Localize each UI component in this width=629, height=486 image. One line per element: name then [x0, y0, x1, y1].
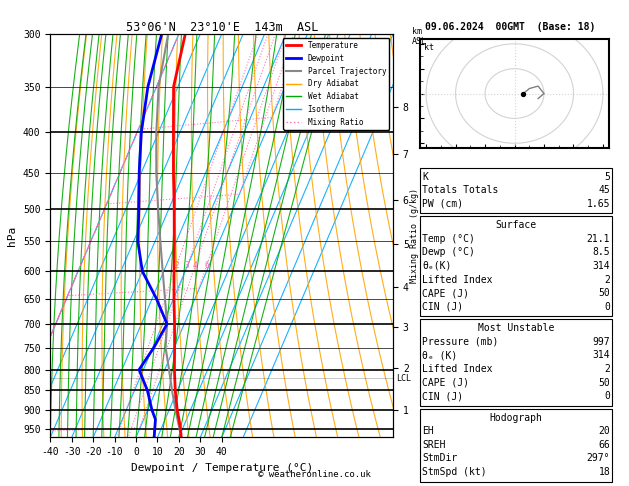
Text: 50: 50	[598, 288, 610, 298]
Text: 4: 4	[193, 261, 198, 270]
Text: 09.06.2024  00GMT  (Base: 18): 09.06.2024 00GMT (Base: 18)	[425, 22, 595, 32]
Text: Hodograph: Hodograph	[489, 413, 543, 423]
X-axis label: Dewpoint / Temperature (°C): Dewpoint / Temperature (°C)	[131, 463, 313, 473]
Text: K: K	[422, 172, 428, 182]
Text: CAPE (J): CAPE (J)	[422, 378, 469, 388]
Text: Lifted Index: Lifted Index	[422, 275, 493, 285]
Text: 2: 2	[174, 261, 179, 270]
Text: LCL: LCL	[396, 374, 411, 382]
Text: 45: 45	[598, 185, 610, 195]
Text: 5: 5	[604, 172, 610, 182]
Text: 314: 314	[593, 350, 610, 361]
Text: CAPE (J): CAPE (J)	[422, 288, 469, 298]
Text: 3: 3	[185, 261, 189, 270]
Text: θₑ (K): θₑ (K)	[422, 350, 457, 361]
Text: StmSpd (kt): StmSpd (kt)	[422, 467, 487, 477]
Text: Pressure (mb): Pressure (mb)	[422, 337, 498, 347]
Text: 21.1: 21.1	[587, 234, 610, 244]
Text: StmDir: StmDir	[422, 453, 457, 464]
Point	[518, 89, 528, 97]
Text: km
ASL: km ASL	[412, 27, 427, 46]
Text: 2: 2	[604, 275, 610, 285]
Text: 0: 0	[604, 391, 610, 401]
Text: © weatheronline.co.uk: © weatheronline.co.uk	[258, 469, 371, 479]
Text: 997: 997	[593, 337, 610, 347]
Text: 18: 18	[598, 467, 610, 477]
Text: 0: 0	[604, 302, 610, 312]
Y-axis label: Mixing Ratio (g/kg): Mixing Ratio (g/kg)	[410, 188, 419, 283]
Text: 66: 66	[598, 440, 610, 450]
Text: 20: 20	[598, 426, 610, 436]
Text: CIN (J): CIN (J)	[422, 391, 463, 401]
Text: Lifted Index: Lifted Index	[422, 364, 493, 374]
Text: θₑ(K): θₑ(K)	[422, 261, 452, 271]
Text: 2: 2	[604, 364, 610, 374]
Text: 6: 6	[204, 261, 209, 270]
Text: 314: 314	[593, 261, 610, 271]
Text: CIN (J): CIN (J)	[422, 302, 463, 312]
Text: Dewp (°C): Dewp (°C)	[422, 247, 475, 258]
Text: EH: EH	[422, 426, 434, 436]
Legend: Temperature, Dewpoint, Parcel Trajectory, Dry Adiabat, Wet Adiabat, Isotherm, Mi: Temperature, Dewpoint, Parcel Trajectory…	[283, 38, 389, 130]
Text: 297°: 297°	[587, 453, 610, 464]
Text: 1.65: 1.65	[587, 199, 610, 209]
Text: Most Unstable: Most Unstable	[478, 323, 554, 333]
Text: kt: kt	[424, 43, 434, 52]
Y-axis label: hPa: hPa	[8, 226, 18, 246]
Title: 53°06'N  23°10'E  143m  ASL: 53°06'N 23°10'E 143m ASL	[126, 21, 318, 34]
Text: PW (cm): PW (cm)	[422, 199, 463, 209]
Text: Totals Totals: Totals Totals	[422, 185, 498, 195]
Text: SREH: SREH	[422, 440, 445, 450]
Text: 50: 50	[598, 378, 610, 388]
Text: Surface: Surface	[496, 220, 537, 230]
Text: 8.5: 8.5	[593, 247, 610, 258]
Text: Temp (°C): Temp (°C)	[422, 234, 475, 244]
